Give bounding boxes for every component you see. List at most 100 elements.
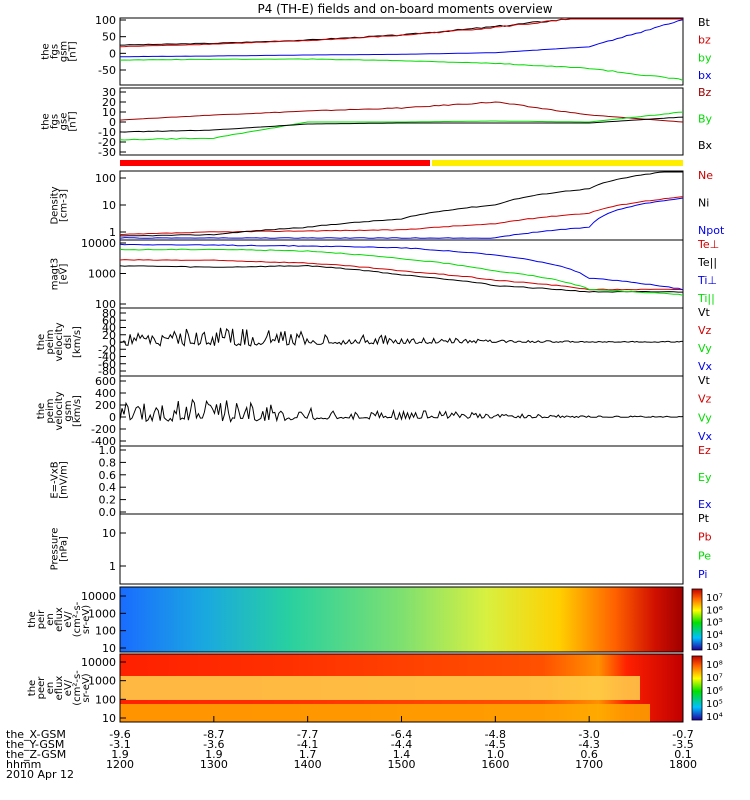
row-label-y: the_Y-GSM — [6, 738, 64, 751]
x-column-t-value: 1700 — [575, 758, 603, 771]
colorbar-label: 10⁸ — [706, 660, 723, 671]
x-column-y-value: -4.1 — [297, 738, 318, 751]
colorbar-label: 10⁴ — [706, 712, 723, 723]
y-tick-label: 10 — [102, 199, 116, 212]
colorbar-label: 10⁶ — [706, 686, 723, 697]
y-tick-label: 0 — [109, 411, 116, 424]
x-column-x-value: -7.7 — [297, 728, 318, 741]
x-column-z-value: 1.9 — [205, 748, 223, 761]
y-tick-label: 100 — [95, 693, 116, 706]
legend-label: by — [698, 51, 712, 64]
legend-label: Vx — [698, 360, 713, 373]
x-column-x-value: -4.8 — [485, 728, 506, 741]
legend-label: Vy — [698, 411, 712, 424]
y-axis-label-line: velocity — [54, 322, 65, 361]
y-tick-label: 60 — [102, 314, 116, 327]
x-column-t-value: 1300 — [200, 758, 228, 771]
y-axis-label-line: eflux — [54, 676, 65, 701]
y-tick-label: 1 — [109, 560, 116, 573]
y-tick-label: 0.6 — [99, 469, 117, 482]
mode-bar — [120, 160, 683, 166]
series-line-Bz — [119, 101, 684, 123]
y-tick-label: 600 — [95, 375, 116, 388]
series-line-bz — [119, 18, 683, 48]
legend-label: bz — [698, 34, 711, 47]
x-column-y-value: -4.3 — [578, 738, 599, 751]
y-axis-label-line: [km/s] — [72, 395, 83, 427]
series-line-Vt — [119, 398, 684, 424]
y-tick-label: 10 — [102, 106, 116, 119]
y-tick-label: 100 — [95, 625, 116, 638]
series-line-Ti⊥ — [119, 243, 684, 291]
y-tick-label: 100 — [95, 14, 116, 27]
legend-label: Ti⊥ — [697, 274, 717, 287]
y-axis-label-line: fgs — [50, 44, 61, 59]
y-tick-label: 0 — [109, 336, 116, 349]
y-tick-label: 10000 — [81, 656, 116, 669]
y-tick-label: 40 — [102, 322, 116, 335]
y-axis-label-line: (cm²-s- — [72, 670, 83, 706]
row-label-date: 2010 Apr 12 — [6, 768, 74, 781]
x-column-t-value: 1600 — [481, 758, 509, 771]
x-column-y-value: -3.1 — [109, 738, 130, 751]
y-axis-label-line: sr-eV) — [81, 673, 92, 702]
y-axis-label-line: dsl — [63, 335, 74, 349]
y-axis-label-line: the — [27, 611, 38, 627]
panel-pressure: 10 1 Pressure[nPa] Pt Pb Pe Pi — [50, 512, 712, 585]
y-tick-label: 1 — [109, 226, 116, 239]
y-axis-label-line: the — [41, 43, 52, 59]
colorbar-label: 10³ — [706, 642, 723, 653]
x-column-z-value: 1.0 — [487, 748, 505, 761]
row-label-time: hhmm — [6, 758, 41, 771]
y-tick-label: -10 — [98, 126, 116, 139]
series-line-Te|| — [119, 264, 683, 293]
y-tick-label: 200 — [95, 399, 116, 412]
x-column-t-value: 1500 — [388, 758, 416, 771]
y-tick-label: 30 — [102, 86, 116, 99]
legend-label: Vz — [698, 393, 712, 406]
y-tick-label: 1000 — [88, 268, 116, 281]
y-axis-label-line: eV/ — [63, 611, 74, 628]
y-axis-label-line: magt3 — [50, 258, 61, 291]
series-line-Ti|| — [119, 248, 684, 296]
series-line-Bx — [119, 116, 684, 133]
y-axis-label-line: gse — [59, 113, 70, 131]
legend-label: Vt — [698, 374, 711, 387]
x-column-t-value: 1400 — [294, 758, 322, 771]
series-line-Npot — [119, 197, 684, 239]
y-axis-label-line: peer — [36, 676, 47, 700]
panel-frame — [119, 17, 684, 86]
legend-label: By — [698, 113, 713, 126]
colorbar-bar — [691, 588, 703, 651]
y-axis-label-line: eflux — [54, 607, 65, 632]
y-tick-label: 0.0 — [99, 506, 117, 519]
y-tick-label: -20 — [98, 136, 116, 149]
y-tick-label: 0 — [109, 47, 116, 60]
panel-frame — [119, 513, 684, 585]
y-tick-label: 0.2 — [99, 494, 117, 507]
x-column-x-value: -6.4 — [391, 728, 412, 741]
x-column-y-value: -4.4 — [391, 738, 412, 751]
legend-label: Ey — [698, 471, 712, 484]
panel-frame — [119, 586, 684, 653]
y-axis-label-line: the — [41, 113, 52, 129]
colorbar: 10⁸ 10⁷ 10⁶ 10⁵ 10⁴ — [691, 655, 723, 723]
x-column-x-value: -8.7 — [203, 728, 224, 741]
legend-label: Ex — [698, 498, 712, 511]
legend-label: Vz — [698, 324, 712, 337]
x-column-x-value: -0.7 — [672, 728, 693, 741]
panel-frame — [119, 445, 684, 515]
y-tick-label: 10 — [102, 712, 116, 725]
y-axis-label-line: en — [45, 682, 56, 695]
y-axis-label-line: [nT] — [68, 111, 79, 131]
panel-peer-spec: 10⁸ 10⁷ 10⁶ 10⁵ 10⁴ 10000 1000 100 10 thepeerenef… — [27, 653, 723, 725]
panel-temperature: 10000 1000 100 magt3[eV] Te⊥ Te|| Ti⊥ Ti|| — [50, 237, 720, 311]
spectrogram-image — [120, 587, 683, 652]
x-column-z-value: 1.9 — [111, 748, 129, 761]
x-column-z-value: 0.1 — [674, 748, 692, 761]
y-tick-label: 10000 — [81, 237, 116, 250]
y-axis-label-line: [cm-3] — [59, 189, 70, 222]
